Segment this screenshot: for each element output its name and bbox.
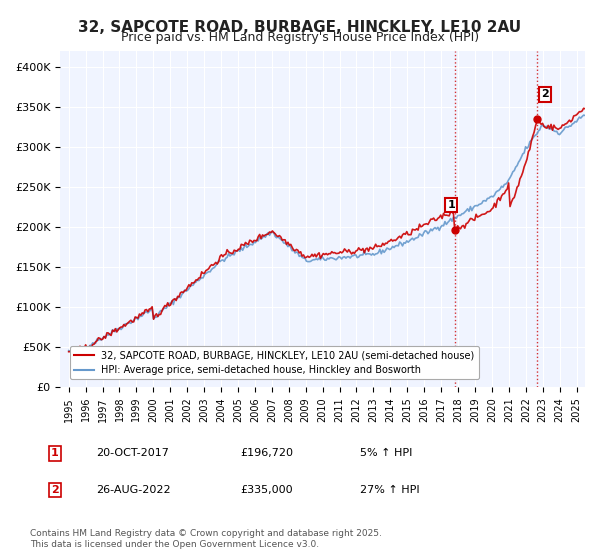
Text: 2: 2: [51, 485, 59, 495]
Text: 5% ↑ HPI: 5% ↑ HPI: [360, 449, 412, 459]
Text: Contains HM Land Registry data © Crown copyright and database right 2025.
This d: Contains HM Land Registry data © Crown c…: [30, 529, 382, 549]
Text: 26-AUG-2022: 26-AUG-2022: [96, 485, 170, 495]
Legend: 32, SAPCOTE ROAD, BURBAGE, HINCKLEY, LE10 2AU (semi-detached house), HPI: Averag: 32, SAPCOTE ROAD, BURBAGE, HINCKLEY, LE1…: [70, 346, 479, 379]
Text: 27% ↑ HPI: 27% ↑ HPI: [360, 485, 419, 495]
Text: £335,000: £335,000: [240, 485, 293, 495]
Text: £196,720: £196,720: [240, 449, 293, 459]
Text: 32, SAPCOTE ROAD, BURBAGE, HINCKLEY, LE10 2AU: 32, SAPCOTE ROAD, BURBAGE, HINCKLEY, LE1…: [79, 20, 521, 35]
Text: 1: 1: [448, 200, 455, 210]
Text: 2: 2: [541, 90, 549, 99]
Text: 1: 1: [51, 449, 59, 459]
Text: 20-OCT-2017: 20-OCT-2017: [96, 449, 169, 459]
Text: Price paid vs. HM Land Registry's House Price Index (HPI): Price paid vs. HM Land Registry's House …: [121, 31, 479, 44]
